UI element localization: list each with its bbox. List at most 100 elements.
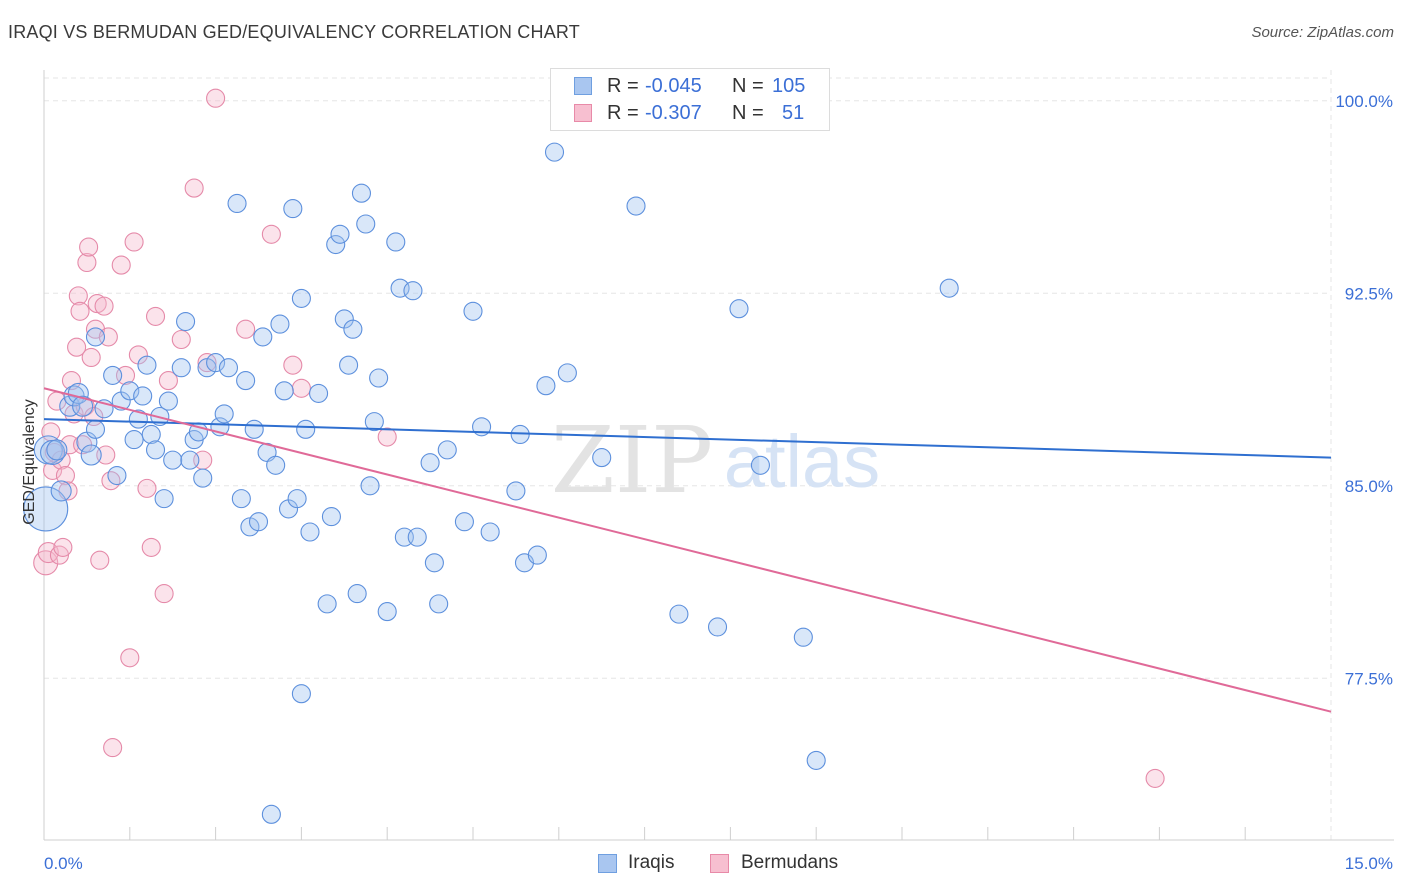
iraqi-point bbox=[214, 404, 234, 424]
watermark: ZIP atlas bbox=[551, 407, 880, 514]
iraqi-point bbox=[360, 476, 380, 496]
iraqi-point bbox=[454, 512, 474, 532]
bermudan-point bbox=[171, 329, 191, 350]
iraqi-point bbox=[403, 281, 423, 301]
iraqi-point bbox=[248, 512, 269, 532]
watermark-atlas: atlas bbox=[724, 420, 880, 503]
bermudan-point bbox=[79, 237, 99, 257]
iraqi-point bbox=[103, 365, 123, 385]
iraqi-point bbox=[527, 545, 547, 565]
iraqi-point bbox=[59, 395, 81, 417]
bermudan-point bbox=[206, 88, 226, 108]
iraqi-point bbox=[266, 455, 286, 475]
iraqi-point bbox=[120, 381, 140, 401]
bermudan-point bbox=[145, 306, 166, 326]
bermudan-point bbox=[37, 541, 59, 564]
iraqi-point bbox=[300, 522, 320, 542]
tick-labels: 77.5% 85.0% 92.5% 100.0% 0.0% 15.0% bbox=[44, 92, 1393, 873]
bermudan-point bbox=[96, 445, 116, 465]
iraqi-point bbox=[85, 419, 106, 439]
trend-lines bbox=[43, 387, 1332, 713]
legend-swatch-iraqis bbox=[574, 77, 592, 95]
iraqi-point bbox=[176, 311, 196, 332]
bermudan-point bbox=[53, 537, 73, 557]
iraqi-point bbox=[283, 199, 303, 219]
iraqi-point bbox=[544, 142, 565, 162]
iraqi-point bbox=[158, 391, 178, 411]
correlation-legend: R = -0.045 N = 105 R = -0.307 N = 51 bbox=[550, 68, 830, 131]
iraqi-point bbox=[557, 363, 577, 383]
bermudan-point bbox=[283, 355, 303, 375]
iraqi-point bbox=[339, 355, 359, 375]
iraqi-point bbox=[793, 627, 813, 647]
y-axis-label: GED/Equivalency bbox=[21, 399, 38, 524]
bermudan-point bbox=[94, 296, 114, 316]
legend-swatch-iraqis bbox=[598, 854, 617, 873]
bermudan-point bbox=[111, 255, 131, 275]
iraqi-point bbox=[377, 602, 397, 622]
bermudan-point bbox=[184, 178, 204, 198]
bermudan-point bbox=[377, 427, 397, 447]
iraqi-point bbox=[133, 386, 153, 406]
axes bbox=[43, 70, 1394, 841]
iraqi-trend-line bbox=[43, 418, 1332, 459]
iraqi-point bbox=[163, 450, 183, 470]
source-credit: Source: ZipAtlas.com bbox=[1251, 24, 1394, 41]
legend-n-label: N = bbox=[732, 75, 764, 97]
legend-label-iraqis: Iraqis bbox=[628, 852, 675, 873]
bermudan-point bbox=[158, 371, 178, 391]
chart-title: IRAQI VS BERMUDAN GED/EQUIVALENCY CORREL… bbox=[8, 22, 580, 42]
iraqi-point bbox=[270, 314, 290, 334]
iraqi-point bbox=[171, 358, 191, 378]
bermudan-point bbox=[70, 301, 90, 321]
iraqi-point bbox=[669, 604, 689, 624]
iraqi-point bbox=[343, 319, 363, 339]
iraqi-point bbox=[386, 232, 406, 252]
iraqi-point bbox=[939, 278, 959, 298]
iraqi-point bbox=[261, 804, 281, 824]
iraqi-point bbox=[506, 481, 526, 501]
legend-r-value: -0.307 bbox=[645, 102, 702, 124]
y-tick-label: 92.5% bbox=[1345, 284, 1393, 303]
x-tick-label: 0.0% bbox=[44, 854, 83, 873]
y-tick-label: 77.5% bbox=[1345, 669, 1393, 688]
bermudans-points bbox=[33, 88, 1165, 788]
iraqi-point bbox=[347, 584, 367, 604]
iraqi-point bbox=[407, 527, 427, 547]
iraqi-point bbox=[287, 489, 307, 509]
iraqi-point bbox=[218, 358, 239, 378]
bermudan-point bbox=[81, 347, 101, 368]
y-tick-label: 85.0% bbox=[1345, 477, 1393, 496]
legend-n-label: N = bbox=[732, 102, 764, 124]
iraqi-point bbox=[154, 489, 174, 509]
iraqi-point bbox=[85, 327, 106, 347]
iraqi-point bbox=[227, 193, 247, 214]
iraqis-points bbox=[23, 88, 959, 824]
iraqi-point bbox=[193, 468, 213, 488]
bermudan-point bbox=[261, 224, 281, 244]
iraqi-point bbox=[429, 594, 449, 614]
bermudan-trend-line bbox=[43, 387, 1332, 713]
iraqi-point bbox=[46, 439, 68, 461]
iraqi-point bbox=[729, 299, 749, 319]
iraqi-point bbox=[231, 489, 251, 509]
iraqi-point bbox=[253, 327, 273, 347]
iraqi-point bbox=[128, 409, 148, 429]
bermudan-point bbox=[141, 537, 161, 557]
iraqi-point bbox=[296, 419, 316, 439]
bermudan-point bbox=[67, 337, 87, 357]
iraqi-point bbox=[626, 196, 646, 216]
iraqi-point bbox=[480, 522, 500, 542]
iraqi-point bbox=[369, 368, 389, 388]
legend-swatch-bermudans bbox=[574, 104, 592, 122]
bermudan-point bbox=[55, 465, 75, 486]
legend-n-value: 105 bbox=[772, 75, 806, 97]
legend-label-bermudans: Bermudans bbox=[741, 852, 839, 873]
iraqi-point bbox=[317, 594, 337, 614]
bermudan-point bbox=[77, 252, 97, 273]
iraqi-point bbox=[326, 234, 346, 255]
iraqi-point bbox=[80, 444, 102, 466]
bermudan-point bbox=[137, 478, 157, 498]
bermudan-point bbox=[236, 319, 256, 339]
